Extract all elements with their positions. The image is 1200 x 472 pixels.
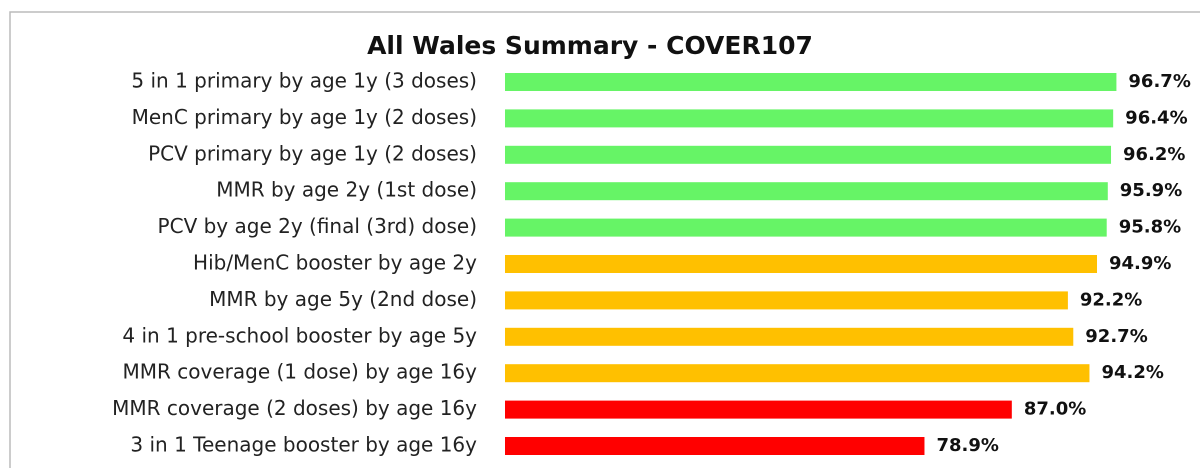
value-label: 95.8%: [1119, 217, 1181, 238]
bar: [505, 364, 1090, 383]
value-label: 92.2%: [1080, 289, 1142, 310]
bar: [505, 437, 925, 455]
category-label: PCV primary by age 1y (2 doses): [148, 141, 477, 165]
bar: [505, 109, 1114, 128]
bar: [505, 327, 1074, 346]
chart-title: All Wales Summary - COVER107: [367, 31, 813, 60]
bar: [505, 255, 1098, 273]
value-label: 94.2%: [1101, 362, 1163, 383]
bar: [505, 182, 1108, 201]
category-label: Hib/MenC booster by age 2y: [193, 251, 477, 275]
value-label: 92.7%: [1085, 326, 1147, 347]
category-label: 3 in 1 Teenage booster by age 16y: [130, 433, 477, 457]
category-label: MMR coverage (1 dose) by age 16y: [123, 360, 478, 384]
value-label: 78.9%: [936, 435, 998, 456]
category-label: MMR by age 5y (2nd dose): [209, 287, 477, 311]
value-label: 96.2%: [1123, 144, 1185, 165]
value-label: 96.4%: [1125, 107, 1187, 128]
value-label: 95.9%: [1120, 180, 1182, 201]
category-label: MMR by age 2y (1st dose): [216, 178, 477, 202]
category-label: MMR coverage (2 doses) by age 16y: [112, 396, 477, 420]
bar: [505, 73, 1117, 91]
value-label: 96.7%: [1128, 71, 1190, 92]
category-label: PCV by age 2y (final (3rd) dose): [158, 214, 477, 238]
bar: [505, 400, 1012, 419]
category-label: MenC primary by age 1y (2 doses): [132, 105, 477, 129]
value-label: 87.0%: [1024, 399, 1086, 420]
category-label: 5 in 1 primary by age 1y (3 doses): [131, 69, 477, 93]
bar: [505, 145, 1112, 164]
category-label: 4 in 1 pre-school booster by age 5y: [122, 323, 477, 347]
bar: [505, 218, 1107, 237]
bar: [505, 291, 1068, 310]
value-label: 94.9%: [1109, 253, 1171, 274]
